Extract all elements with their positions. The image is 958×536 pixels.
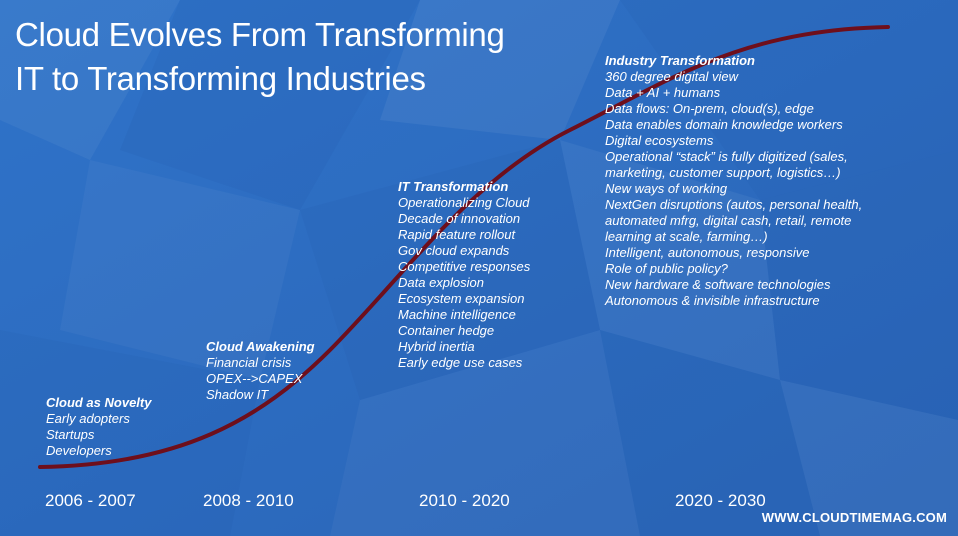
stage-item: Financial crisis — [206, 355, 292, 370]
stage-item: Autonomous & invisible infrastructure — [605, 293, 820, 308]
stage-item: Early edge use cases — [398, 355, 523, 370]
stage-item: Shadow IT — [206, 387, 269, 402]
stage-item: Operational “stack” is fully digitized (… — [605, 149, 848, 164]
stage-item: Competitive responses — [398, 259, 531, 274]
stage-heading: Industry Transformation — [605, 53, 756, 68]
watermark-url: WWW.CLOUDTIMEMAG.COM — [761, 510, 947, 525]
slide-title-line-2: IT to Transforming Industries — [15, 60, 426, 97]
stage-item: marketing, customer support, logistics…) — [605, 165, 841, 180]
era-label-2008-2010: 2008 - 2010 — [203, 491, 294, 510]
stage-heading: IT Transformation — [398, 179, 509, 194]
era-label-2020-2030: 2020 - 2030 — [675, 491, 766, 510]
stage-cloud-awakening: Cloud Awakening Financial crisis OPEX-->… — [206, 339, 315, 403]
stage-item: Rapid feature rollout — [398, 227, 516, 242]
era-label-2010-2020: 2010 - 2020 — [419, 491, 510, 510]
stage-item: New ways of working — [605, 181, 728, 196]
slide-title-line-1: Cloud Evolves From Transforming — [15, 16, 505, 53]
stage-item: learning at scale, farming…) — [605, 229, 768, 244]
stage-item: Intelligent, autonomous, responsive — [605, 245, 810, 260]
stage-heading: Cloud as Novelty — [46, 395, 152, 410]
stage-item: Developers — [46, 443, 112, 458]
stage-item: NextGen disruptions (autos, personal hea… — [605, 197, 863, 212]
stage-it-transformation: IT Transformation Operationalizing Cloud… — [398, 179, 530, 371]
stage-item: Operationalizing Cloud — [398, 195, 530, 210]
stage-item: Data + AI + humans — [605, 85, 721, 100]
stage-item: automated mfrg, digital cash, retail, re… — [605, 213, 852, 228]
stage-item: Ecosystem expansion — [398, 291, 525, 306]
stage-heading: Cloud Awakening — [206, 339, 315, 354]
stage-item: New hardware & software technologies — [605, 277, 831, 292]
stage-industry-transformation: Industry Transformation 360 degree digit… — [605, 53, 862, 309]
s-curve-line — [38, 25, 890, 469]
stage-item: Decade of innovation — [398, 211, 521, 226]
stage-item: 360 degree digital view — [605, 69, 738, 84]
stage-item: Digital ecosystems — [605, 133, 714, 148]
stage-item: Data enables domain knowledge workers — [605, 117, 843, 132]
stage-item: Data explosion — [398, 275, 484, 290]
stage-item: Role of public policy? — [605, 261, 728, 276]
stage-item: Early adopters — [46, 411, 130, 426]
stage-item: Container hedge — [398, 323, 495, 338]
stage-cloud-as-novelty: Cloud as Novelty Early adopters Startups… — [46, 395, 151, 459]
stage-item: OPEX-->CAPEX — [206, 371, 303, 386]
stage-item: Data flows: On-prem, cloud(s), edge — [605, 101, 814, 116]
stage-item: Hybrid inertia — [398, 339, 475, 354]
stage-item: Gov cloud expands — [398, 243, 510, 258]
stage-item: Startups — [46, 427, 95, 442]
stage-item: Machine intelligence — [398, 307, 516, 322]
era-label-2006-2007: 2006 - 2007 — [45, 491, 136, 510]
